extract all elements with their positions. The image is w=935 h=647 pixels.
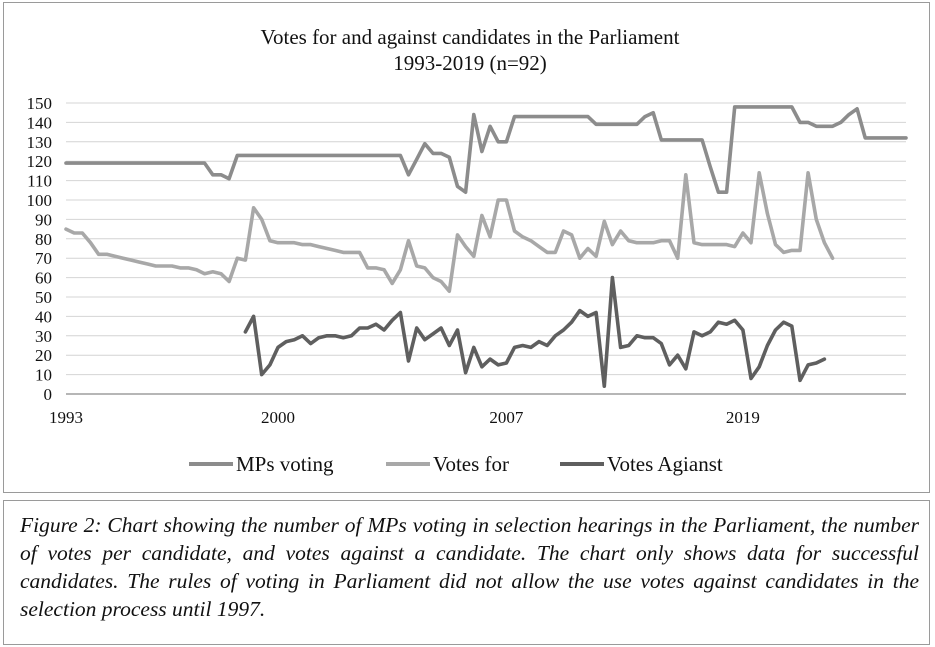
y-tick-label: 60: [35, 269, 52, 288]
y-tick-label: 30: [35, 327, 52, 346]
figure-caption: Figure 2: Chart showing the number of MP…: [3, 500, 930, 645]
x-tick-label: 2007: [489, 408, 524, 427]
y-tick-label: 70: [35, 249, 52, 268]
series-line-votes-agianst: [243, 275, 827, 389]
legend-label-votes-for: Votes for: [433, 452, 509, 476]
series-line-mps-voting: [64, 105, 908, 194]
y-tick-label: 40: [35, 307, 52, 326]
y-tick-label: 20: [35, 346, 52, 365]
y-tick-label: 130: [27, 133, 53, 152]
series-lines: [64, 105, 908, 389]
series-line-votes-for: [64, 171, 835, 294]
y-tick-label: 50: [35, 288, 52, 307]
y-tick-label: 10: [35, 366, 52, 385]
x-tick-label: 1993: [49, 408, 83, 427]
x-tick-label: 2000: [261, 408, 295, 427]
y-tick-label: 120: [27, 152, 53, 171]
x-axis-ticks: 1993 2000 2007 2019: [49, 408, 760, 427]
y-tick-label: 140: [27, 113, 53, 132]
y-tick-label: 110: [27, 172, 52, 191]
chart-subtitle: 1993-2019 (n=92): [393, 51, 547, 75]
y-tick-label: 0: [44, 385, 53, 404]
y-tick-label: 80: [35, 230, 52, 249]
y-tick-label: 90: [35, 210, 52, 229]
x-tick-label: 2019: [726, 408, 760, 427]
line-chart: Votes for and against candidates in the …: [27, 25, 908, 476]
legend: MPs voting Votes for Votes Agianst: [189, 452, 723, 476]
legend-label-mps-voting: MPs voting: [236, 452, 334, 476]
y-tick-label: 150: [27, 94, 53, 113]
chart-frame: Votes for and against candidates in the …: [3, 2, 930, 493]
y-tick-label: 100: [27, 191, 53, 210]
legend-label-votes-agianst: Votes Agianst: [607, 452, 723, 476]
chart-title: Votes for and against candidates in the …: [261, 25, 680, 49]
